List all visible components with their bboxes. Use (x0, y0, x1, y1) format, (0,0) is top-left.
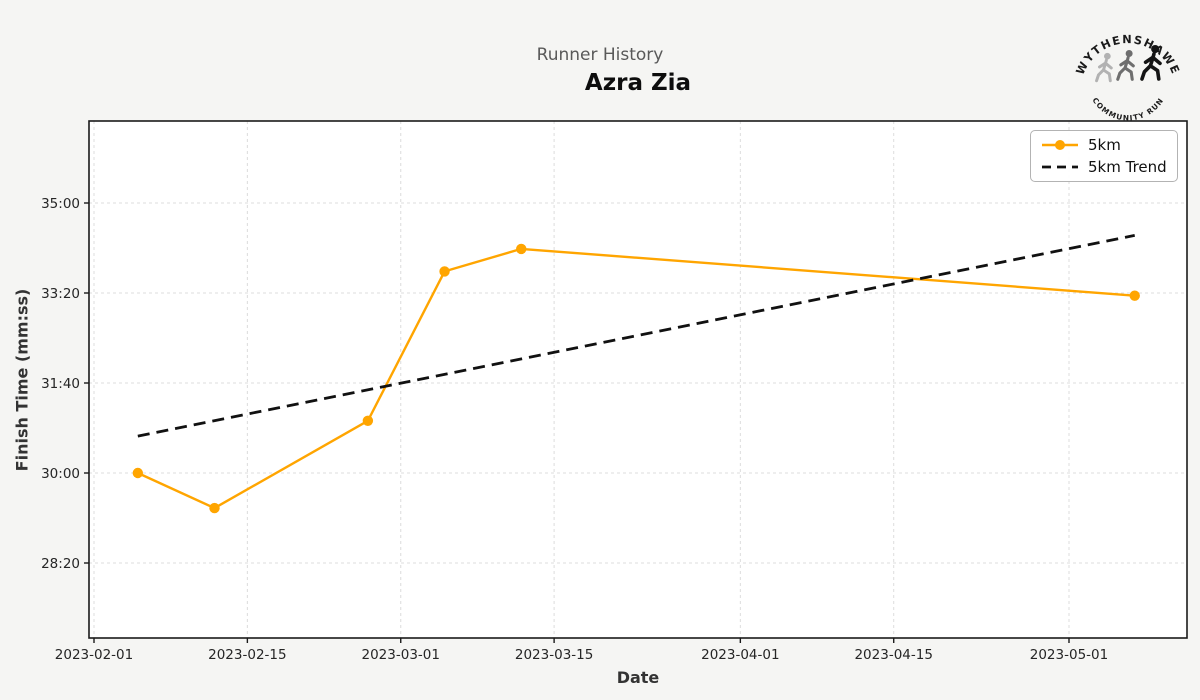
data-point (516, 243, 527, 255)
data-point (132, 467, 144, 479)
legend-entry-5km-trend: 5km Trend (1041, 158, 1167, 176)
x-tick-label: 2023-02-01 (55, 647, 133, 663)
plot-border (88, 120, 1188, 639)
y-tick-label: 31:40 (41, 376, 80, 392)
data-point (439, 266, 450, 277)
x-tick-label: 2023-03-01 (362, 647, 440, 663)
chart-suptitle: Runner History (536, 45, 664, 65)
data-point (362, 415, 374, 426)
logo-arc-bottom-text: COMMUNITY RUN (1090, 96, 1165, 123)
wythenshawe-community-run-logo: WYTHENSHAWE COMMUNITY RUN (1074, 33, 1181, 123)
runner-icon (1116, 48, 1135, 81)
x-axis-label: Date (616, 668, 660, 687)
dashed-line-swatch-icon (1042, 165, 1078, 169)
y-tick-label: 33:20 (41, 286, 80, 302)
y-axis-label: Finish Time (mm:ss) (12, 288, 32, 472)
x-tick-label: 2023-04-01 (701, 647, 779, 663)
x-tick-label: 2023-03-15 (515, 647, 593, 663)
y-tick-label: 35:00 (41, 196, 80, 212)
plot-area (89, 121, 1187, 638)
data-point (1129, 290, 1140, 301)
x-tick-label: 2023-05-01 (1030, 647, 1108, 663)
legend-label-5km-trend: 5km Trend (1088, 158, 1167, 176)
line-marker-swatch-icon (1042, 140, 1078, 150)
legend: 5km 5km Trend (1030, 130, 1178, 182)
trend-line-5km (137, 234, 1136, 438)
legend-label-5km: 5km (1088, 136, 1121, 154)
page-title: Azra Zia (584, 70, 692, 96)
data-point (209, 502, 220, 514)
legend-entry-5km: 5km (1041, 136, 1167, 154)
series-line-5km (137, 247, 1135, 510)
x-tick-label: 2023-04-15 (854, 647, 932, 663)
y-tick-label: 30:00 (41, 466, 80, 482)
y-tick-label: 28:20 (41, 556, 80, 572)
x-tick-label: 2023-02-15 (208, 647, 286, 663)
